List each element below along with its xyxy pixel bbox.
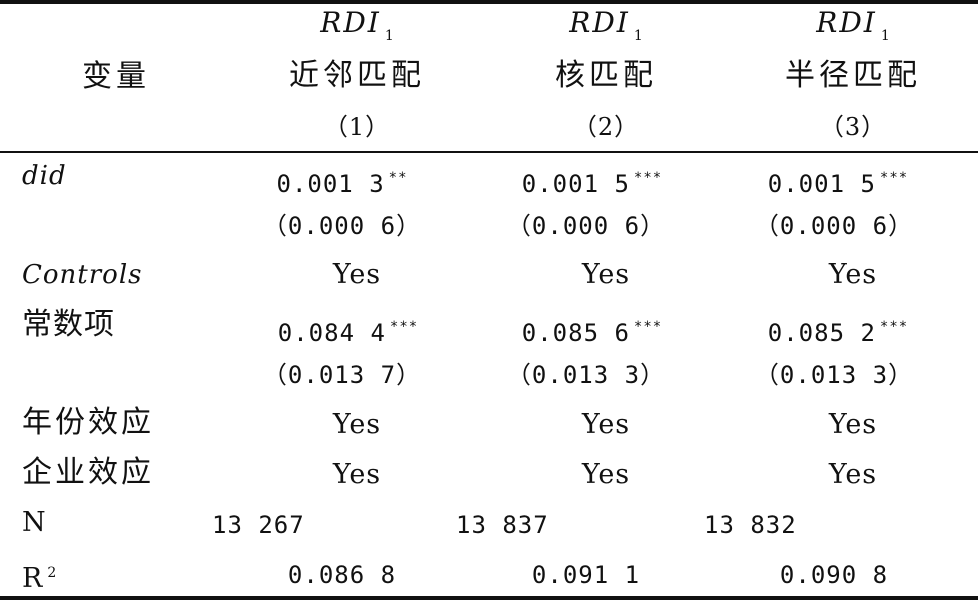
table-cell: Yes — [828, 259, 878, 290]
table-cell: 13 837 — [456, 511, 549, 539]
table-cell: 0.001 5 *** — [767, 170, 909, 198]
table-top-rule — [0, 0, 978, 4]
header-col1-index: （1） — [323, 113, 391, 141]
table-cell: （0.013 7） — [262, 361, 422, 389]
table-cell: （0.013 3） — [754, 361, 914, 389]
row-label-n: N — [22, 507, 47, 538]
table-cell: 0.085 6 *** — [521, 319, 663, 347]
row-label-firm-effects: 企业效应 — [22, 455, 154, 490]
table-header-rule — [0, 151, 978, 153]
table-cell: 13 267 — [212, 511, 305, 539]
table-cell: 0.086 8 — [287, 561, 397, 589]
header-col3-index: （3） — [819, 113, 887, 141]
table-cell: Yes — [581, 259, 631, 290]
table-cell: 0.090 8 — [779, 561, 889, 589]
table-cell: 0.091 1 — [531, 561, 641, 589]
row-label-year-effects: 年份效应 — [22, 405, 154, 440]
table-cell: Yes — [332, 459, 382, 490]
table-cell: （0.000 6） — [262, 212, 422, 240]
table-cell: 13 832 — [704, 511, 797, 539]
table-cell: 0.001 5 *** — [521, 170, 663, 198]
row-label-did: did — [22, 161, 67, 191]
table-cell: 0.084 4 *** — [277, 319, 419, 347]
table-bottom-rule — [0, 596, 978, 600]
header-col2-index: （2） — [572, 113, 640, 141]
table-cell: Yes — [828, 409, 878, 440]
header-col1-method: 近邻匹配 — [289, 58, 425, 93]
table-cell: （0.013 3） — [506, 361, 666, 389]
table-cell: 0.085 2 *** — [767, 319, 909, 347]
header-col2-metric: RDI 1 — [569, 6, 643, 45]
header-variable-label: 变量 — [82, 59, 150, 94]
header-col2-method: 核匹配 — [555, 58, 657, 93]
table-cell: Yes — [581, 459, 631, 490]
table-cell: （0.000 6） — [754, 212, 914, 240]
table-cell: Yes — [332, 409, 382, 440]
header-col3-metric: RDI 1 — [816, 6, 890, 45]
header-col3-method: 半径匹配 — [785, 58, 921, 93]
header-col1-metric: RDI 1 — [320, 6, 394, 45]
row-label-controls: Controls — [22, 260, 143, 290]
row-label-constant: 常数项 — [22, 307, 115, 342]
table-cell: （0.000 6） — [506, 212, 666, 240]
table-cell: Yes — [332, 259, 382, 290]
table-cell: 0.001 3 ** — [276, 170, 408, 198]
table-cell: Yes — [828, 459, 878, 490]
table-cell: Yes — [581, 409, 631, 440]
